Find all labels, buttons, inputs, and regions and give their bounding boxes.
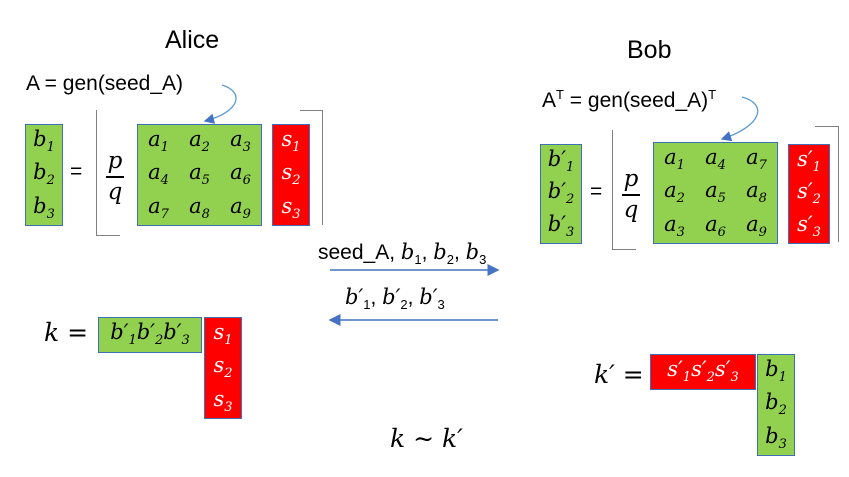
a6: a6	[230, 160, 251, 189]
alice-q: q	[107, 178, 123, 205]
alice-p-over-q: p q	[106, 150, 124, 204]
alice-s3: s3	[281, 193, 301, 222]
at-a6: a6	[705, 211, 726, 240]
alice-gen-label: A = gen(seed_A)	[26, 72, 184, 95]
alice-bracket-bottom	[96, 235, 120, 236]
alice-k-s3: s3	[213, 386, 233, 415]
at-a4: a4	[705, 145, 726, 174]
at-a2: a2	[664, 178, 685, 207]
alice-bracket	[96, 110, 323, 236]
bob-b2: b′2	[547, 179, 575, 208]
alice-b3: b3	[33, 193, 55, 222]
bob-b-vector: b′1 b′2 b′3	[540, 144, 582, 244]
bob-bracket-bottom	[612, 249, 636, 250]
exchange-to-bob-label: seed_A, b1, b2, b3	[318, 240, 487, 268]
alice-b2: b2	[33, 160, 55, 189]
conclusion: k ∼ k′	[390, 424, 463, 453]
at-a8: a8	[746, 178, 767, 207]
at-a5: a5	[705, 178, 726, 207]
bob-k-s1: s′1	[667, 357, 692, 386]
alice-k-b2: b′2	[136, 320, 164, 349]
bob-s-vector: s′1 s′2 s′3	[788, 144, 830, 244]
alice-bracket-top-right	[300, 110, 323, 111]
bob-AT-matrix: a1 a4 a7 a2 a5 a8 a3 a6 a9	[653, 142, 778, 244]
a7: a7	[148, 193, 169, 222]
alice-s-vector: s1 s2 s3	[272, 124, 310, 226]
bob-gen-curve-arrow	[720, 96, 759, 142]
alice-s1: s1	[281, 127, 301, 156]
a9: a9	[230, 193, 251, 222]
alice-b1: b1	[33, 127, 55, 156]
exchange-to-alice-label: b′1, b′2, b′3	[345, 285, 445, 313]
alice-title: Alice	[165, 26, 220, 54]
a4: a4	[148, 160, 169, 189]
bob-k-col: b1 b2 b3	[757, 354, 795, 456]
a5: a5	[189, 160, 210, 189]
at-a1: a1	[664, 145, 685, 174]
bob-k-s2: s′2	[691, 357, 715, 386]
bob-p-over-q: p q	[622, 168, 640, 222]
bob-bracket-left	[612, 130, 613, 250]
alice-k-label: k =	[44, 318, 89, 347]
bob-k-b2: b2	[765, 390, 787, 419]
alice-b-vector: b1 b2 b3	[25, 124, 63, 226]
bob-k-s3: s′3	[714, 357, 739, 386]
alice-gen-curve-arrow	[203, 84, 237, 124]
bob-k-row: s′1 s′2 s′3	[650, 354, 756, 390]
alice-bracket-right	[322, 110, 323, 225]
bob-k-b3: b3	[765, 423, 787, 452]
a2: a2	[189, 127, 210, 156]
bob-bracket-top-right	[815, 126, 839, 127]
alice-k-s1: s1	[213, 320, 233, 349]
at-a9: a9	[746, 211, 767, 240]
bob-b3: b′3	[547, 212, 575, 241]
bob-equals: =	[590, 180, 603, 203]
bob-s3: s′3	[797, 212, 821, 241]
bob-s1: s′1	[797, 146, 821, 175]
at-a3: a3	[664, 211, 685, 240]
bob-b1: b′1	[547, 146, 575, 175]
alice-k-b3: b′3	[163, 320, 190, 349]
alice-s2: s2	[281, 160, 301, 189]
bob-q: q	[623, 196, 639, 223]
alice-equals: =	[70, 160, 83, 183]
alice-p: p	[107, 148, 123, 174]
a1: a1	[148, 127, 169, 156]
bob-k-b1: b1	[765, 357, 787, 386]
alice-k-b1: b′1	[110, 320, 137, 349]
alice-k-row: b′1 b′2 b′3	[98, 317, 202, 353]
at-a7: a7	[746, 145, 767, 174]
bob-title: Bob	[627, 36, 672, 64]
alice-A-matrix: a1 a2 a3 a4 a5 a6 a7 a8 a9	[137, 124, 262, 226]
bob-bracket-right	[838, 126, 839, 242]
bob-s2: s′2	[797, 179, 821, 208]
alice-k-col: s1 s2 s3	[204, 317, 242, 419]
a8: a8	[189, 193, 210, 222]
alice-k-s2: s2	[213, 353, 233, 382]
bob-p: p	[623, 166, 639, 192]
bob-gen-label: AT = gen(seed_A)T	[542, 87, 717, 112]
bob-k-label: k′ =	[594, 360, 644, 389]
a3: a3	[230, 127, 251, 156]
